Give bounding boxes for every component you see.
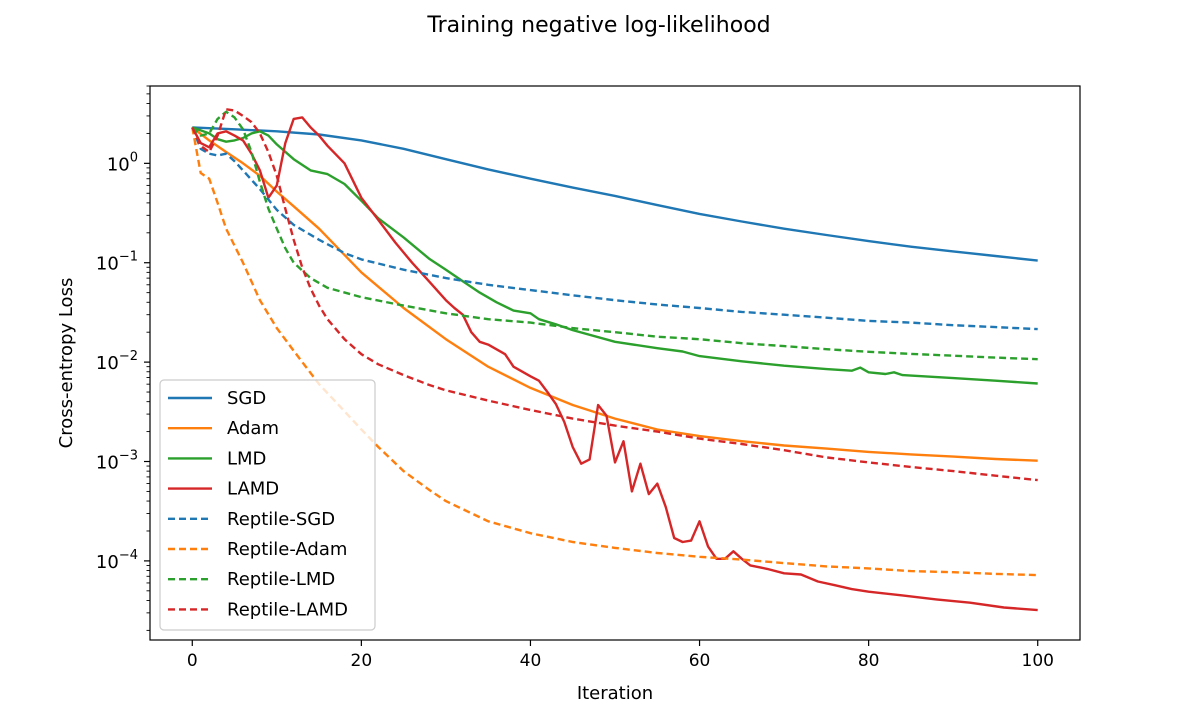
plot-frame [149, 85, 1081, 641]
y-tick-label: 10−4 [96, 548, 138, 573]
legend-label: LAMD [227, 479, 279, 500]
x-tick-label: 80 [858, 651, 880, 671]
x-tick-label: 40 [520, 651, 542, 671]
series-line-reptile-sgd [191, 126, 1038, 331]
legend-label: Reptile-SGD [227, 509, 335, 530]
x-tick-label: 100 [1022, 651, 1054, 671]
chart-title: Training negative log-likelihood [426, 13, 770, 38]
legend-label: SGD [227, 388, 266, 409]
series-layer [191, 108, 1038, 612]
series-line-reptile-lamd [191, 108, 1038, 482]
x-tick-label: 20 [351, 651, 373, 671]
y-tick-label: 10−1 [96, 250, 138, 275]
axes-layer: 0 20 40 60 80 100 100 10−1 10−2 10−3 10−4 [96, 85, 1054, 671]
x-tick-label: 60 [689, 651, 711, 671]
legend-label: Reptile-Adam [227, 539, 347, 560]
legend-label: Adam [227, 418, 279, 439]
legend-box [159, 379, 376, 631]
x-axis-label: Iteration [577, 683, 653, 704]
series-line-sgd [192, 126, 1038, 262]
legend-label: LMD [227, 448, 266, 469]
legend-label: Reptile-LAMD [227, 599, 348, 620]
series-line-lamd [191, 116, 1038, 612]
legend: SGD Adam LMD LAMD Reptile-SGD Reptile-Adam Rep… [159, 379, 376, 631]
y-axis-label: Cross-entropy Loss [56, 278, 77, 449]
y-tick-label: 10−2 [96, 349, 138, 374]
series-line-lmd [191, 126, 1038, 385]
y-tick-label: 10−3 [96, 449, 138, 474]
x-tick-label: 0 [187, 651, 198, 671]
series-line-reptile-lmd [191, 110, 1038, 361]
legend-label: Reptile-LMD [227, 569, 335, 590]
y-tick-label: 100 [107, 150, 138, 175]
series-line-reptile-adam [191, 127, 1038, 577]
